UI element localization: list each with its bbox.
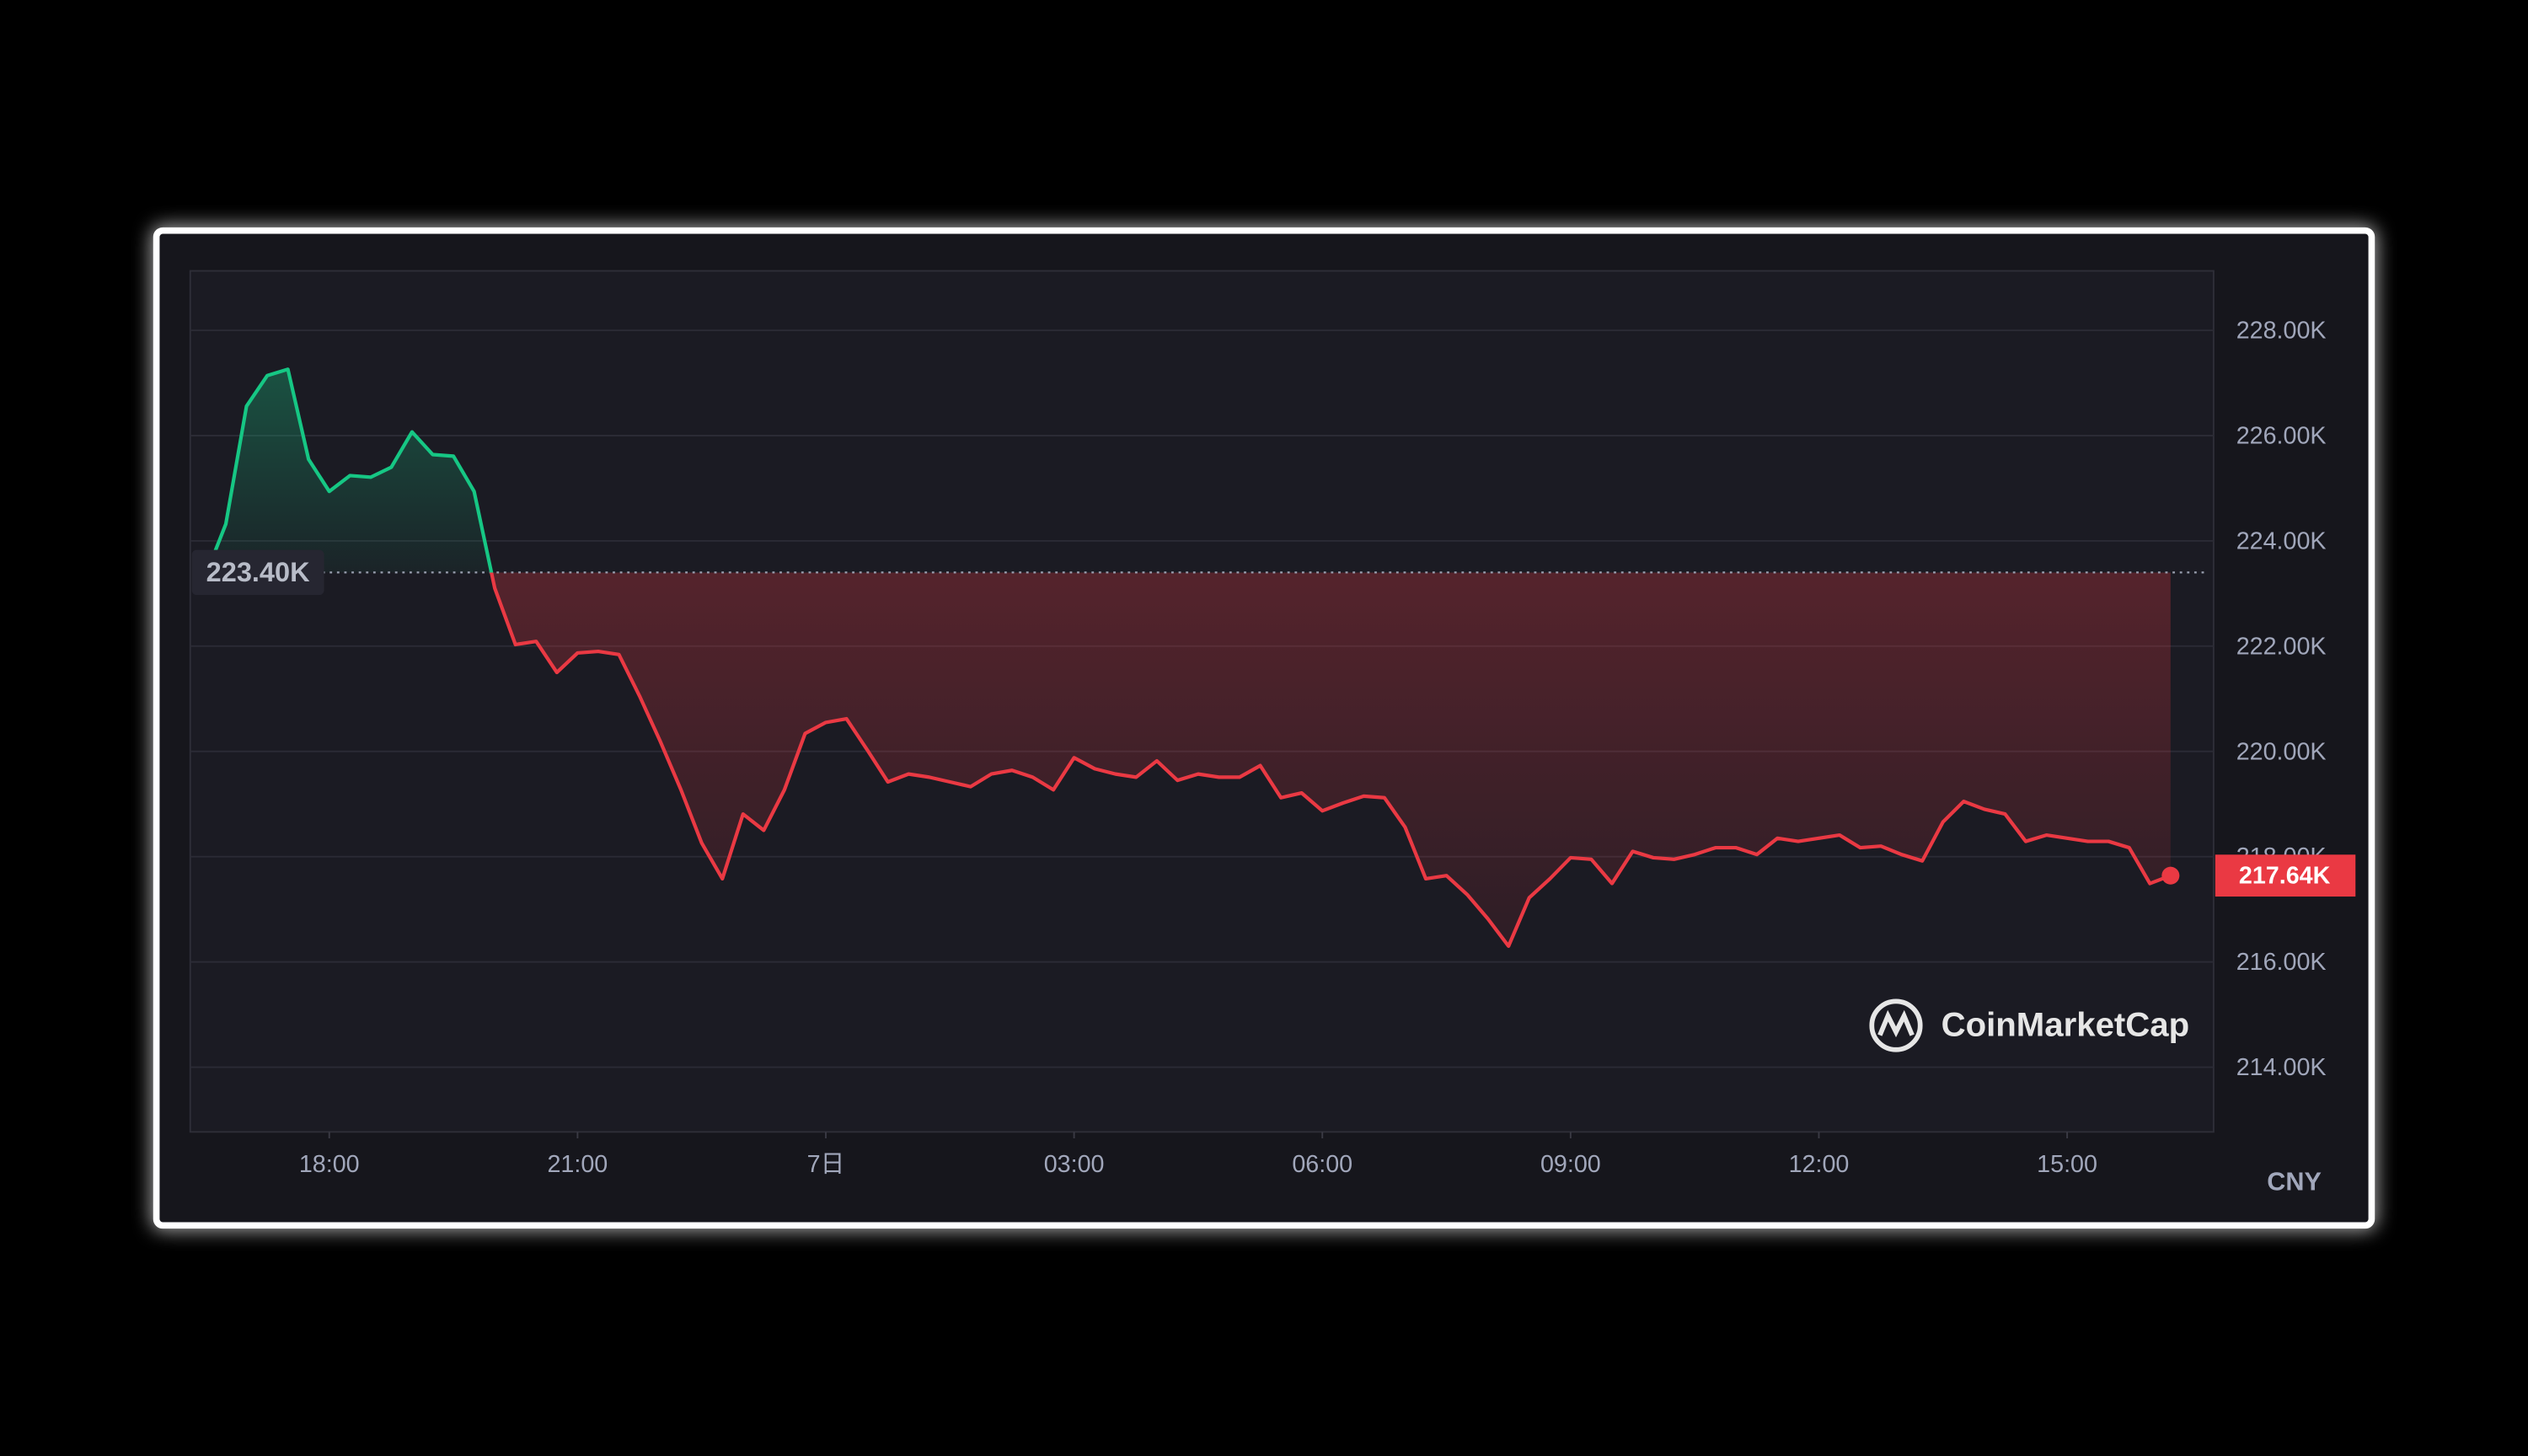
watermark-logo bbox=[1869, 998, 1923, 1052]
last-price-dot bbox=[2161, 866, 2180, 885]
y-tick-label: 222.00K bbox=[2236, 633, 2327, 660]
baseline-label: 223.40K bbox=[206, 557, 310, 587]
x-tick-label: 18:00 bbox=[299, 1151, 360, 1178]
area bbox=[215, 369, 2171, 946]
x-tick-label: 06:00 bbox=[1292, 1151, 1352, 1178]
x-tick-label: 21:00 bbox=[547, 1151, 608, 1178]
price-line bbox=[213, 367, 2172, 948]
last-price-box bbox=[2215, 854, 2356, 897]
y-tick-label: 228.00K bbox=[2236, 318, 2327, 345]
x-tick-label: 09:00 bbox=[1540, 1151, 1601, 1178]
y-tick-label: 220.00K bbox=[2236, 738, 2327, 765]
x-tick-label: 12:00 bbox=[1789, 1151, 1850, 1178]
logo-mark bbox=[1877, 1009, 1915, 1038]
last-price-label: 217.64K bbox=[2239, 863, 2331, 890]
watermark: CoinMarketCap bbox=[1942, 1006, 2190, 1044]
x-tick-label: 03:00 bbox=[1044, 1151, 1105, 1178]
y-tick-label: 216.00K bbox=[2236, 949, 2327, 976]
currency-unit: CNY bbox=[2267, 1168, 2322, 1196]
baseline-label-box bbox=[191, 549, 324, 596]
y-tick-label: 214.00K bbox=[2236, 1054, 2327, 1081]
logo-ring bbox=[1869, 998, 1923, 1052]
y-tick-label: 226.00K bbox=[2236, 422, 2327, 449]
x-tick-label: 15:00 bbox=[2037, 1151, 2097, 1178]
y-tick-label: 224.00K bbox=[2236, 527, 2327, 554]
x-tick-label: 7日 bbox=[807, 1151, 845, 1178]
